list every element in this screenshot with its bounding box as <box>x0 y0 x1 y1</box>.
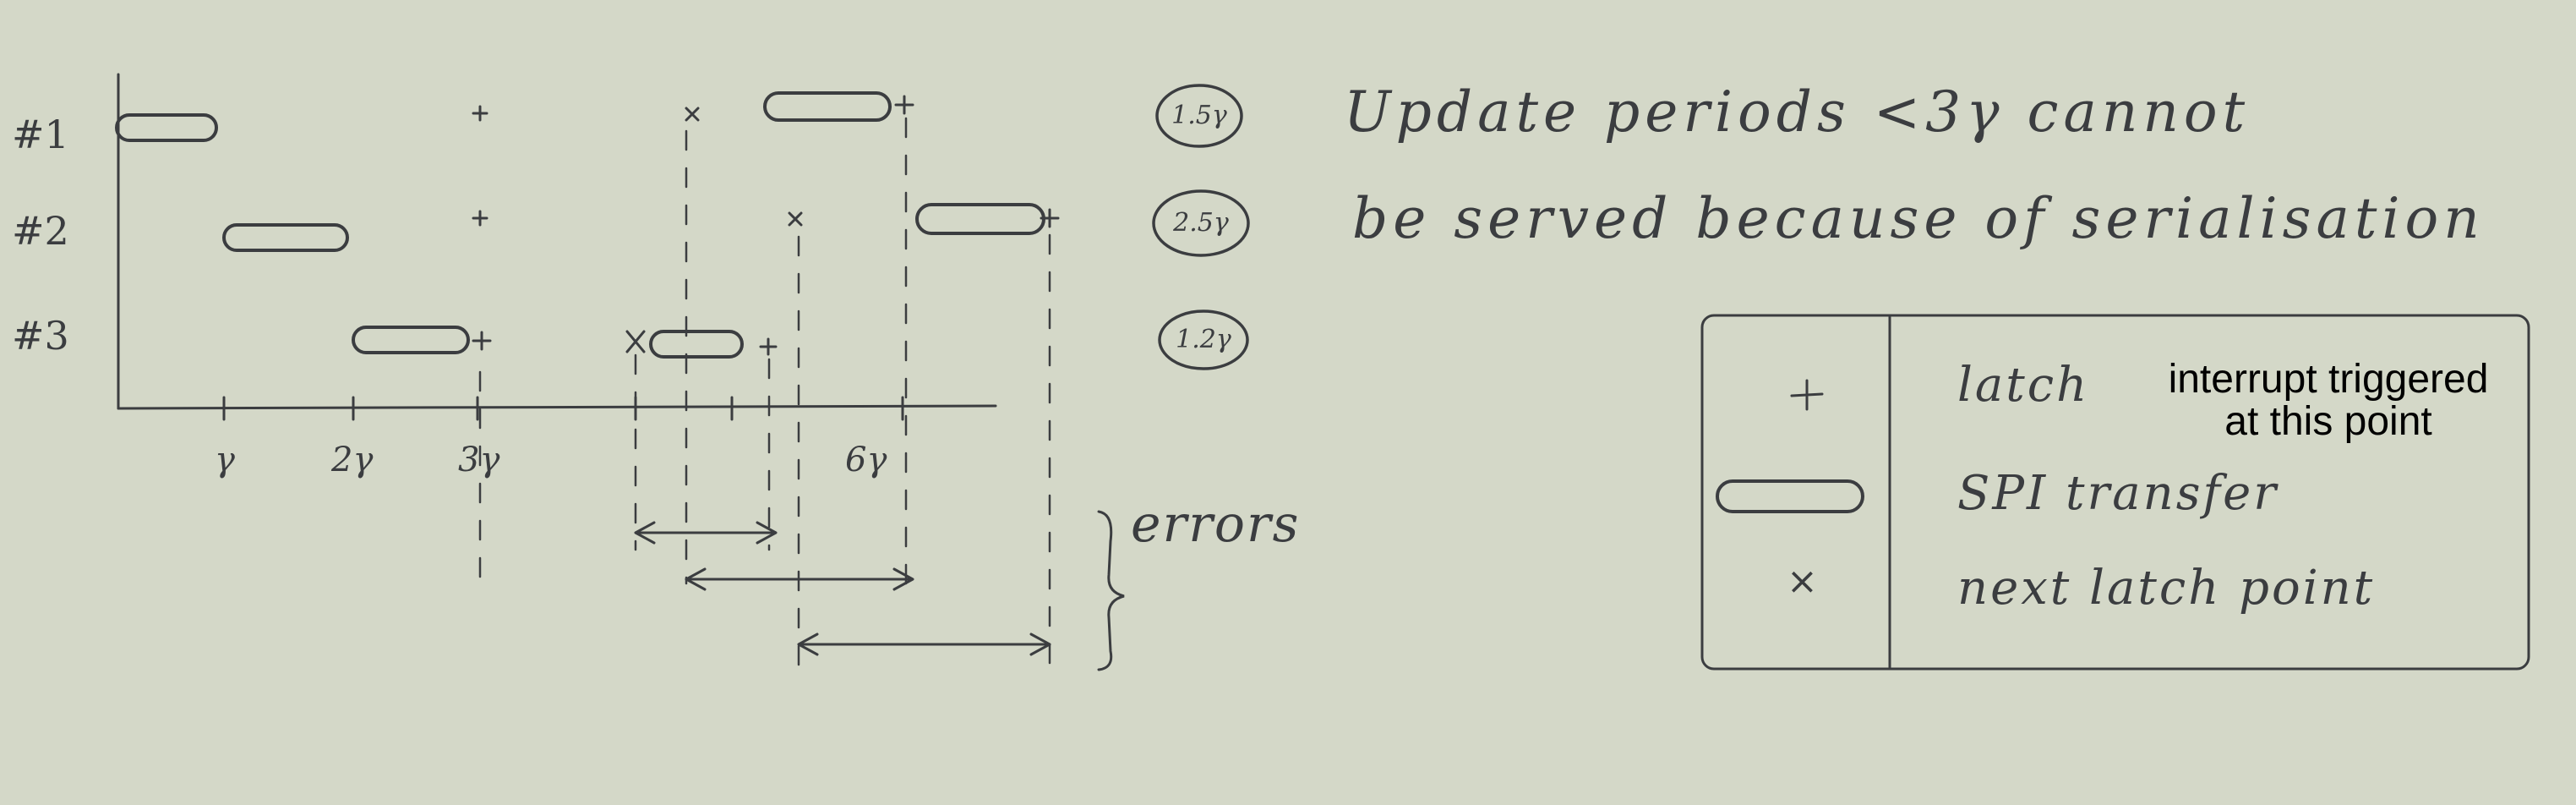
period-circles <box>1152 84 1250 370</box>
error-arrow-row1 <box>634 521 778 545</box>
period-value-row1: 1.5γ <box>1171 101 1227 130</box>
legend-latch-note-line1: interrupt triggered <box>2168 357 2489 402</box>
latch-mark <box>472 210 488 227</box>
next-latch-marks <box>625 107 803 353</box>
error-span-arrows <box>634 521 1051 656</box>
tick-label-3gamma: 3γ <box>458 441 500 479</box>
tick-label-6gamma: 6γ <box>845 441 887 479</box>
note-line-2: be served because of serialisation <box>1352 186 2485 251</box>
period-circle-row1 <box>1155 84 1243 148</box>
dashed-guides <box>478 117 1051 682</box>
legend-latch-symbol <box>1790 379 1824 411</box>
spi-transfer-row2-b <box>915 203 1045 235</box>
latch-marks <box>472 95 1060 356</box>
error-arrow-row3 <box>797 632 1051 656</box>
legend-spi-label: SPI transfer <box>1957 466 2279 521</box>
period-value-row2: 2.5γ <box>1173 208 1229 238</box>
latch-mark <box>1040 208 1060 228</box>
spi-transfer-row3-a <box>352 326 470 354</box>
row-label-2: #2 <box>12 208 69 254</box>
note-line-1: Update periods <3γ cannot <box>1344 79 2251 145</box>
spi-transfers <box>115 91 1045 359</box>
latch-mark <box>894 95 914 115</box>
latch-mark <box>472 105 488 122</box>
period-value-row3: 1.2γ <box>1176 325 1231 354</box>
errors-label: errors <box>1131 495 1301 554</box>
next-latch-mark <box>685 107 700 122</box>
errors-brace <box>1097 510 1125 671</box>
legend-latch-note-line2: at this point <box>2224 399 2432 445</box>
period-circle-row3 <box>1158 309 1249 370</box>
next-latch-mark <box>625 330 646 353</box>
legend-next-symbol: × <box>1787 560 1818 603</box>
spi-transfer-row1-a <box>115 113 218 142</box>
tick-label-2gamma: 2γ <box>331 441 374 479</box>
legend-next-label: next latch point <box>1957 561 2376 616</box>
spi-transfer-row3-b <box>649 330 744 359</box>
next-latch-mark <box>788 211 803 227</box>
row-label-1: #1 <box>12 112 69 157</box>
spi-transfer-row2-a <box>222 223 349 252</box>
latch-mark <box>759 337 778 356</box>
tick-label-gamma: γ <box>215 441 235 479</box>
latch-mark <box>472 331 492 351</box>
legend-latch-label: latch <box>1957 358 2090 413</box>
row-label-3: #3 <box>12 313 69 359</box>
legend-frame <box>1700 314 2530 671</box>
legend-box <box>1700 314 2530 671</box>
legend-latch-note: interrupt triggered at this point <box>2113 357 2544 445</box>
error-arrow-row2 <box>685 567 914 591</box>
legend-spi-symbol <box>1716 479 1864 513</box>
period-circle-row2 <box>1152 189 1250 257</box>
x-axis <box>117 404 997 410</box>
spi-transfer-row1-b <box>763 91 892 122</box>
